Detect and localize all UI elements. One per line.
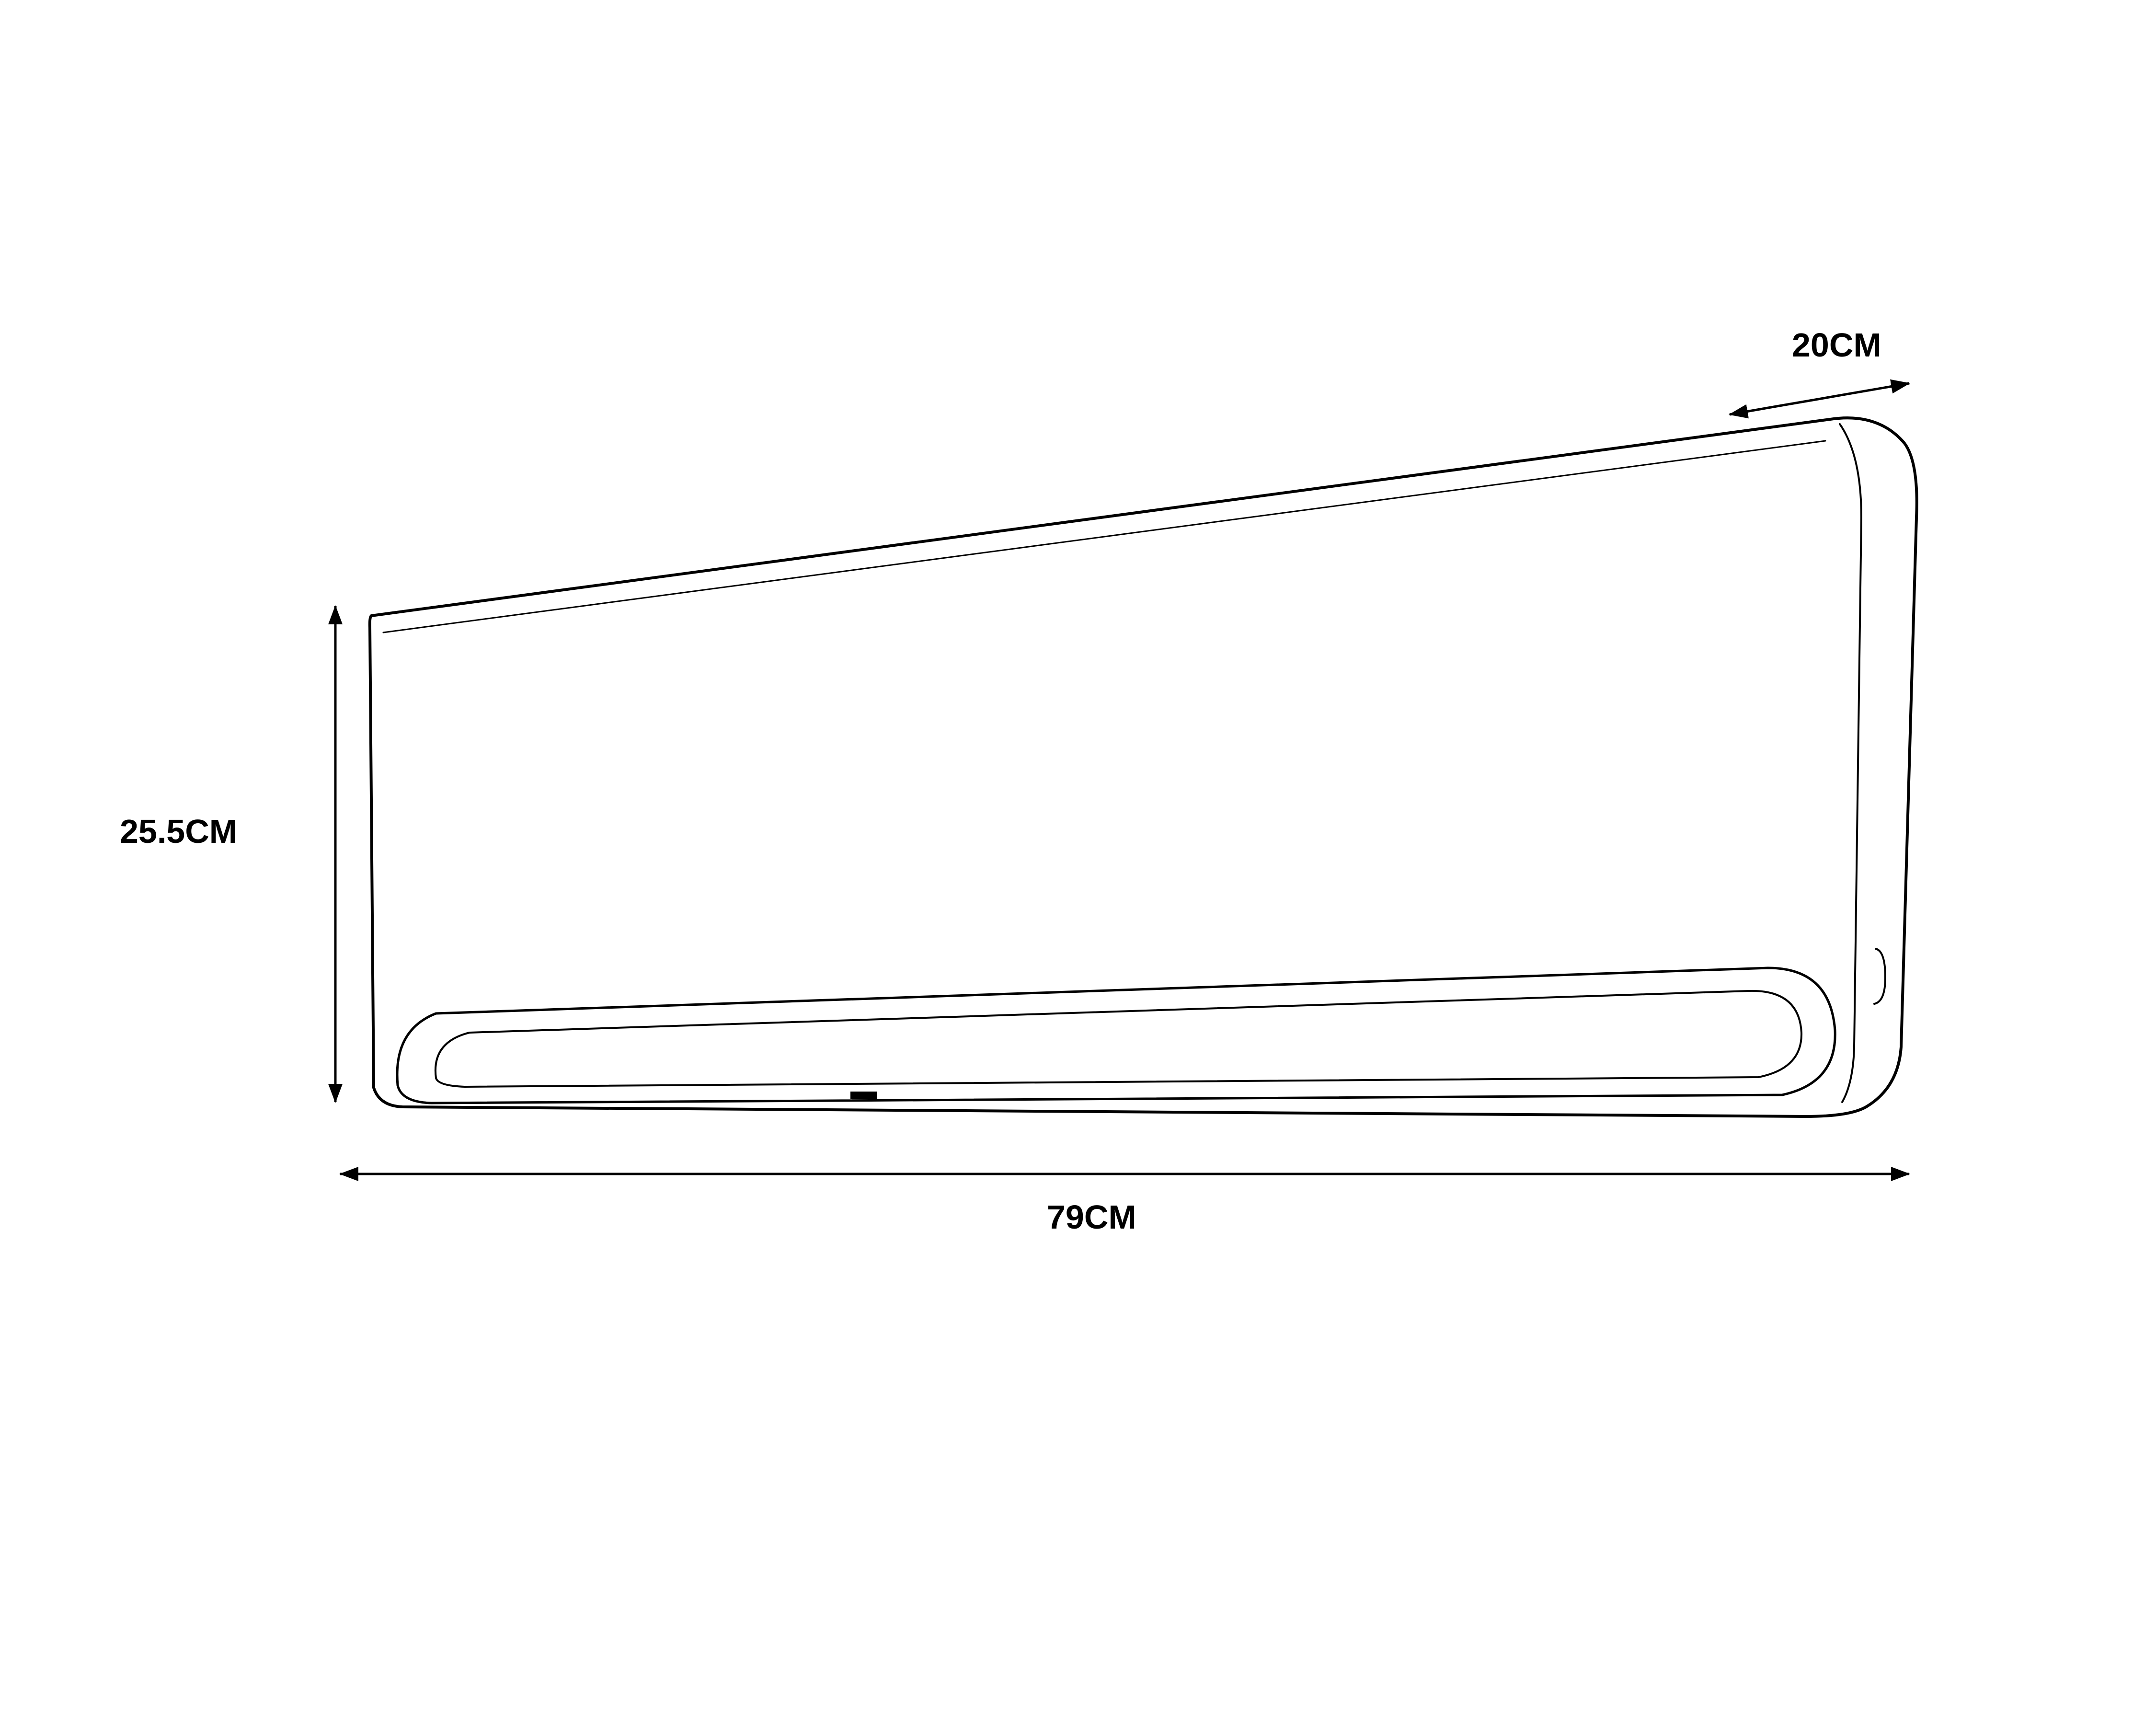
ac-unit-outline (370, 418, 1917, 1116)
depth-label: 20CM (1792, 326, 1881, 364)
height-label: 25.5CM (120, 812, 237, 851)
width-label: 79CM (1047, 1198, 1136, 1236)
diagram-svg (0, 0, 2156, 1725)
dimension-diagram: 25.5CM 79CM 20CM (0, 0, 2156, 1725)
depth-arrow (1730, 383, 1909, 414)
dimension-arrows (335, 383, 1909, 1174)
